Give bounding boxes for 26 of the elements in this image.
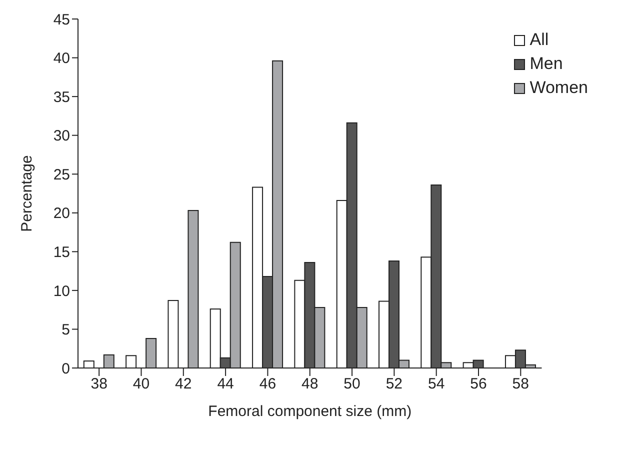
y-tick-label: 30 xyxy=(53,128,70,145)
y-tick-label: 5 xyxy=(62,322,70,339)
x-tick-label: 52 xyxy=(386,376,403,393)
legend-label: Women xyxy=(530,77,588,99)
legend-label: Men xyxy=(530,53,563,75)
y-tick-label: 15 xyxy=(53,244,70,261)
legend-label: All xyxy=(530,29,549,51)
x-tick-label: 44 xyxy=(217,376,234,393)
x-tick-label: 54 xyxy=(428,376,445,393)
x-tick-label: 56 xyxy=(470,376,487,393)
y-tick-label: 0 xyxy=(62,360,70,378)
x-tick-label: 50 xyxy=(344,376,360,393)
x-tick-label: 38 xyxy=(90,376,108,393)
x-tick-label: 40 xyxy=(132,376,150,393)
y-tick-label: 20 xyxy=(53,205,70,222)
x-tick-label: 42 xyxy=(175,376,192,393)
x-tick-label: 46 xyxy=(259,376,276,393)
y-tick-label: 45 xyxy=(53,11,70,28)
x-tick-label: 58 xyxy=(512,376,529,393)
y-axis-title: Percentage xyxy=(18,155,36,232)
y-tick-label: 35 xyxy=(53,88,70,106)
x-tick-label: 48 xyxy=(302,376,318,393)
y-tick-label: 10 xyxy=(53,282,70,300)
x-axis-title: Femoral component size (mm) xyxy=(208,403,412,420)
y-tick-label: 40 xyxy=(53,50,70,68)
y-tick-label: 25 xyxy=(53,166,70,184)
